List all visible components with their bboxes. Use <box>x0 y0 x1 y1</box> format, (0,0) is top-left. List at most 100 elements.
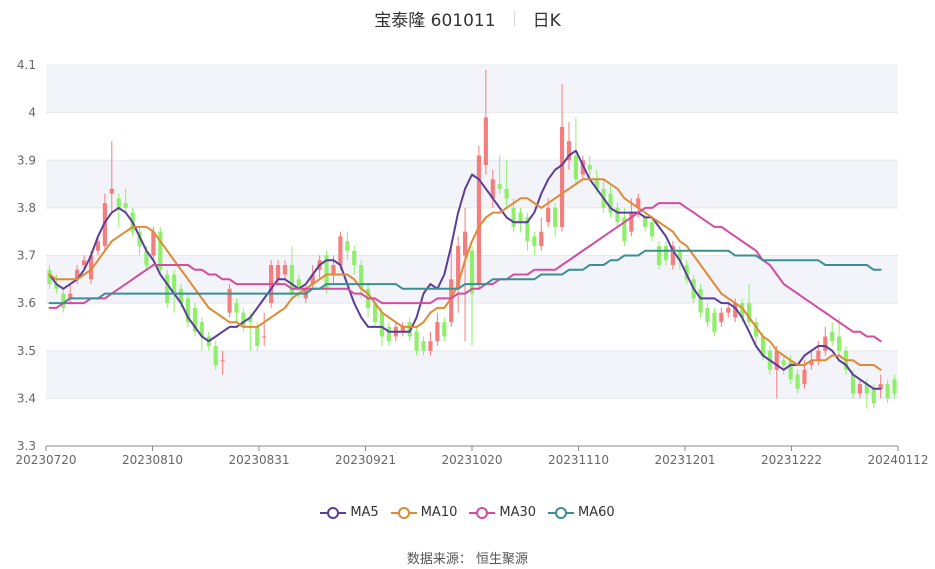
candle-body <box>864 384 869 394</box>
candle-body <box>497 184 502 189</box>
candle-body <box>95 241 101 251</box>
candle-body <box>372 303 378 323</box>
legend-item-ma10[interactable]: MA10 <box>390 505 458 520</box>
candle-body <box>892 379 897 394</box>
x-tick-label: 20240112 <box>867 453 928 467</box>
candle-body <box>144 250 149 266</box>
ma5-line <box>48 149 882 390</box>
candle-body <box>178 288 184 304</box>
candle-body <box>740 303 745 318</box>
candle-body <box>857 384 862 394</box>
legend-item-ma30[interactable]: MA30 <box>469 505 536 520</box>
candle-body <box>580 160 585 175</box>
grid-band <box>46 160 898 208</box>
candle-body <box>248 317 253 323</box>
y-tick-label: 3.9 <box>17 153 36 167</box>
x-tick-label: 20231110 <box>548 453 609 467</box>
candle-body <box>88 255 94 280</box>
y-tick-label: 3.8 <box>17 201 36 215</box>
candle-body <box>532 236 537 246</box>
candle-body <box>816 350 821 361</box>
data-source: 数据来源： 恒生聚源 <box>406 552 529 567</box>
candle-body <box>352 250 357 266</box>
candle-body <box>698 288 703 313</box>
candle-body <box>774 350 779 370</box>
candle-body <box>220 360 225 362</box>
legend-label: MA10 <box>420 505 458 520</box>
candle-body <box>850 374 856 394</box>
candle-body <box>199 322 204 337</box>
candle-body <box>546 207 551 223</box>
candle-body <box>449 279 454 323</box>
x-tick-label: 20231201 <box>654 453 715 467</box>
candle-body <box>490 179 495 199</box>
legend-marker-icon <box>548 506 575 519</box>
candle-body <box>82 260 87 266</box>
chart-title-bar: 宝泰隆 601011 日K <box>0 6 935 32</box>
candle-body <box>456 245 461 289</box>
candle-body <box>802 369 807 385</box>
candle-body <box>573 155 578 180</box>
candle-body <box>102 203 107 246</box>
x-tick-label: 20230810 <box>122 453 183 467</box>
y-tick-label: 3.7 <box>17 249 36 263</box>
candle-body <box>608 193 613 213</box>
candle-body <box>483 117 488 166</box>
candle-body <box>275 265 281 280</box>
candle-body <box>823 336 828 351</box>
legend-item-ma5[interactable]: MA5 <box>320 505 379 520</box>
candle-body <box>622 217 627 242</box>
candle-body <box>837 336 842 351</box>
candle-body <box>636 198 641 208</box>
candle-body <box>684 265 689 280</box>
candle-body <box>123 203 128 208</box>
legend-dot <box>555 506 568 519</box>
candle-body <box>359 265 364 289</box>
candle-body <box>158 231 163 270</box>
candle-body <box>421 341 426 351</box>
candle-body <box>733 303 738 318</box>
candle-body <box>469 250 475 294</box>
candle-body <box>719 312 724 323</box>
candle-body <box>781 360 786 366</box>
candle-body <box>192 307 198 332</box>
y-tick-label: 3.5 <box>17 344 36 358</box>
candle-body <box>462 231 468 256</box>
candle-body <box>324 255 329 289</box>
y-tick-label: 3.4 <box>17 391 36 405</box>
candle-body <box>296 279 301 289</box>
grid-band <box>46 65 898 113</box>
candle-body <box>109 188 114 194</box>
y-tick-label: 4.1 <box>17 58 36 72</box>
candle-body <box>116 198 121 208</box>
legend-marker-icon <box>469 506 496 519</box>
candle-body <box>553 207 558 227</box>
x-tick-label: 20231222 <box>761 453 822 467</box>
y-tick-label: 3.3 <box>17 439 36 453</box>
candle-body <box>338 236 343 266</box>
period-label: 日K <box>532 11 561 31</box>
candle-body <box>566 141 572 161</box>
x-tick-label: 20230720 <box>15 453 76 467</box>
candle-body <box>255 326 260 346</box>
candle-body <box>878 384 883 389</box>
candle-body <box>289 265 294 294</box>
legend-label: MA60 <box>578 505 615 520</box>
candle-body <box>760 336 766 356</box>
candle-body <box>435 322 440 342</box>
candle-body <box>871 388 876 404</box>
candle-body <box>282 265 288 275</box>
candle-body <box>213 345 218 366</box>
ma10-line <box>48 178 882 371</box>
legend-item-ma60[interactable]: MA60 <box>548 505 615 520</box>
candle-body <box>539 231 544 246</box>
legend-dot <box>397 506 410 519</box>
candle-body <box>442 322 447 337</box>
candle-body <box>428 341 433 351</box>
candle-body <box>726 307 731 313</box>
candle-body <box>54 284 59 289</box>
legend-label: MA30 <box>499 505 537 520</box>
ma60-line <box>48 249 882 305</box>
candle-body <box>185 298 191 323</box>
